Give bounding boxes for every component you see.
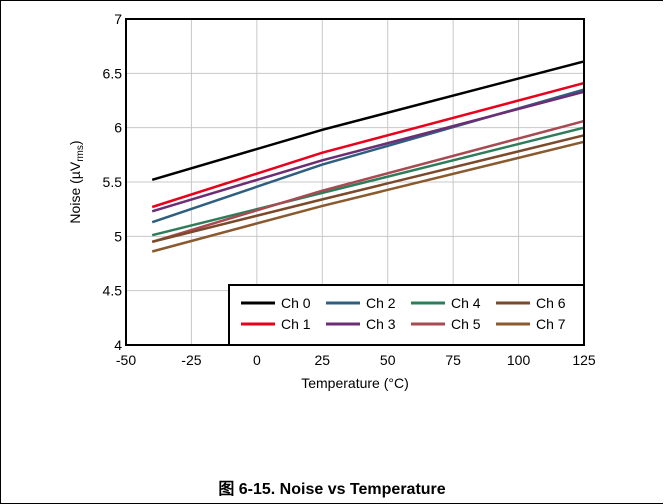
y-tick-label: 4.5 xyxy=(103,283,123,299)
legend-label-ch-0: Ch 0 xyxy=(281,295,311,311)
legend-label-ch-5: Ch 5 xyxy=(451,316,481,332)
series-line-ch-1 xyxy=(151,81,585,209)
y-axis-ticks: 4 4.5 5 5.5 6 6.5 7 xyxy=(103,11,123,353)
x-tick-label: 25 xyxy=(314,352,330,368)
y-tick-label: 6.5 xyxy=(103,65,123,81)
legend-label-ch-4: Ch 4 xyxy=(451,295,481,311)
x-tick-label: 0 xyxy=(253,352,261,368)
y-tick-label: 5.5 xyxy=(103,174,123,190)
series-line-ch-7 xyxy=(151,140,585,253)
legend: Ch 0 Ch 2 Ch 4 Ch 6 Ch 1 Ch 3 Ch 5 Ch 7 xyxy=(228,284,585,346)
y-tick-label: 4 xyxy=(114,337,122,353)
series-line-ch-4 xyxy=(151,126,585,237)
y-axis-label-close: ) xyxy=(67,140,83,145)
legend-label-ch-2: Ch 2 xyxy=(366,295,396,311)
x-tick-label: 75 xyxy=(445,352,461,368)
y-axis-label-subscript: rms xyxy=(75,145,86,162)
series-line-ch-3 xyxy=(151,90,585,213)
y-tick-label: 7 xyxy=(114,11,122,27)
x-tick-label: 100 xyxy=(507,352,531,368)
series-line-ch-6 xyxy=(151,134,585,244)
series-line-ch-5 xyxy=(151,119,585,243)
x-axis-label: Temperature (°C) xyxy=(301,375,409,391)
y-tick-label: 6 xyxy=(114,120,122,136)
figure-caption: 图 6-15. Noise vs Temperature xyxy=(218,481,446,498)
y-axis-label-mu: µ xyxy=(67,171,83,179)
legend-label-ch-3: Ch 3 xyxy=(366,316,396,332)
y-tick-label: 5 xyxy=(114,228,122,244)
series-lines xyxy=(151,60,585,253)
y-axis-label-main: Noise ( xyxy=(67,179,83,224)
legend-label-ch-6: Ch 6 xyxy=(536,295,566,311)
x-tick-label: -50 xyxy=(116,352,136,368)
x-tick-label: -25 xyxy=(181,352,201,368)
legend-label-ch-7: Ch 7 xyxy=(536,316,566,332)
legend-box xyxy=(228,284,585,346)
legend-label-ch-1: Ch 1 xyxy=(281,316,311,332)
y-axis-label-unit: V xyxy=(67,161,83,171)
x-axis-ticks: -50 -25 0 25 50 75 100 125 xyxy=(116,352,596,368)
x-tick-label: 50 xyxy=(380,352,396,368)
x-tick-label: 125 xyxy=(572,352,596,368)
y-axis-label: Noise (µVrms) xyxy=(67,140,86,223)
series-line-ch-0 xyxy=(151,60,585,181)
noise-vs-temperature-chart: -50 -25 0 25 50 75 100 125 4 4.5 5 5.5 6 6.5 7 Temper… xyxy=(67,11,596,391)
